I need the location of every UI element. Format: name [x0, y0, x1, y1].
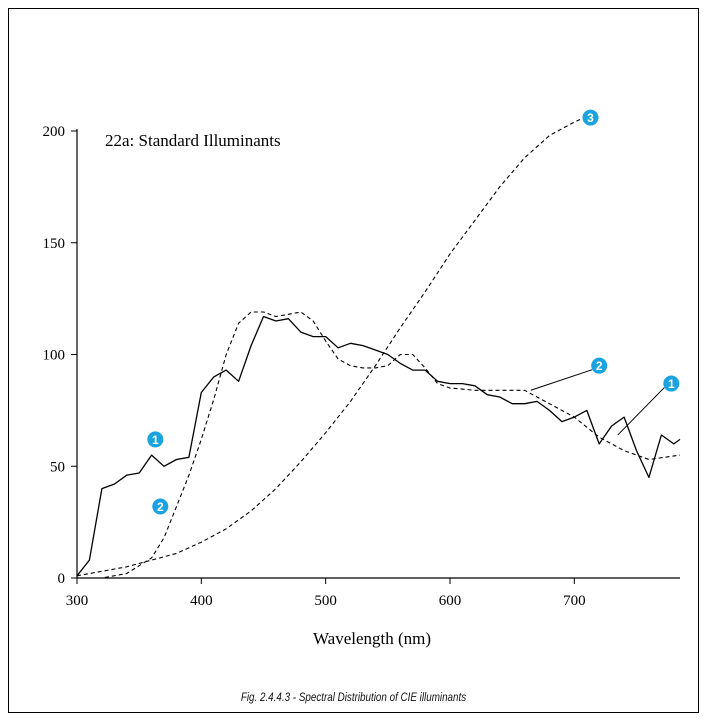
- series-marker-3-3: 3: [582, 109, 599, 126]
- annotation-leader-line: [530, 369, 593, 391]
- y-tick-label: 150: [43, 236, 66, 252]
- x-tick-label: 700: [563, 593, 586, 609]
- x-tick-label: 400: [190, 593, 213, 609]
- chart-series-layer: [76, 117, 681, 579]
- marker-label: 2: [157, 500, 164, 514]
- figure-caption: Fig. 2.4.4.3 - Spectral Distribution of …: [240, 690, 467, 704]
- figure-frame: [8, 8, 699, 713]
- marker-label: 2: [596, 359, 603, 373]
- marker-label: 3: [587, 111, 594, 125]
- chart-annotations-layer: 1 2 3 2 1: [147, 109, 680, 515]
- series-line-3: [76, 117, 585, 577]
- x-axis-label: Wavelength (nm): [313, 629, 431, 648]
- marker-label: 1: [152, 433, 159, 447]
- chart-title: 22a: Standard Illuminants: [105, 131, 281, 150]
- annotation-leader-line: [617, 387, 665, 436]
- y-tick-label: 50: [50, 459, 65, 475]
- series-line-2: [77, 311, 681, 579]
- marker-circle: [152, 498, 169, 515]
- marker-circle: [663, 375, 680, 392]
- x-tick-label: 500: [314, 593, 337, 609]
- marker-circle: [591, 357, 608, 374]
- marker-label: 1: [668, 377, 675, 391]
- series-line-1: [76, 315, 681, 577]
- marker-circle: [582, 109, 599, 126]
- series-marker-1-1: 1: [147, 431, 164, 448]
- series-marker-2-2: 2: [152, 498, 169, 515]
- y-tick-label: 0: [58, 571, 66, 587]
- series-marker-1-5: 1: [663, 375, 680, 392]
- x-tick-label: 600: [439, 593, 462, 609]
- series-marker-2-4: 2: [591, 357, 608, 374]
- y-tick-label: 100: [43, 348, 66, 364]
- x-tick-label: 300: [66, 593, 89, 609]
- chart-axes: 0 50 100 150 200 300 400 500 600 700: [43, 124, 680, 609]
- marker-circle: [147, 431, 164, 448]
- y-tick-label: 200: [43, 124, 66, 140]
